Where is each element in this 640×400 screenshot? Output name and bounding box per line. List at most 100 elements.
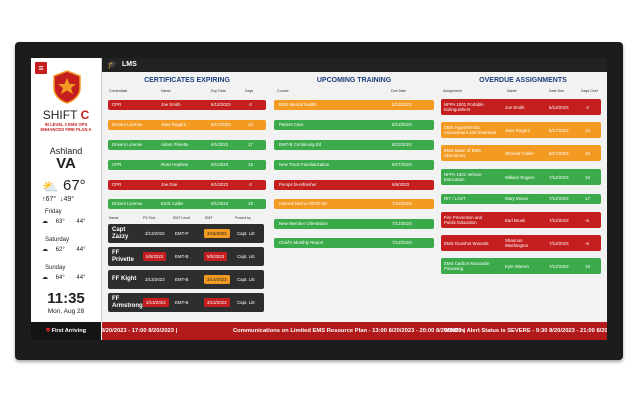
brand-name: First Arriving (51, 328, 86, 334)
training-panel: UPCOMING TRAINING Course Due Date EMS Me… (271, 72, 437, 322)
cell: Erick Caller (161, 201, 184, 206)
assignment-line2: Operations (444, 153, 466, 158)
table-row[interactable]: Drivers License Erick Caller 9/1/2023 19 (108, 199, 266, 209)
forecast-day: Saturday (45, 237, 70, 243)
col-header: Name (507, 89, 517, 93)
cell: 7/12/2023 (549, 240, 569, 246)
personnel-card[interactable]: Capt Zazzy 3/13/2023 EMT-P 3/15/2023 Cap… (108, 224, 264, 243)
cell: New Member Orientation (279, 221, 328, 226)
sidebar: ≡ SHIFT C IN LEVEL 2 EMS OPS ENHANCED FI… (31, 58, 102, 322)
col-header: Date Due (549, 89, 565, 93)
cell: RIT / LAST (444, 196, 466, 201)
ticker-item: 3 8/20/2023 - 17:00 8/20/2023 | (102, 328, 178, 334)
personnel-card[interactable]: FF Armstrong 3/13/2023 EMT-B 3/13/2023 C… (108, 293, 264, 312)
cell: Drivers License (112, 122, 143, 127)
ticker-item: Communications on Limited EMS Resource P… (233, 328, 465, 334)
assignment-line1: EMS Basic of EMS (444, 148, 482, 153)
emt-date-badge: 3/15/2023 (204, 229, 230, 238)
table-row[interactable]: CPR Joe Smith 5/12/2023 -2 (108, 100, 266, 110)
table-row[interactable]: Chief's Monthly Report 7/12/2023 (274, 238, 434, 248)
table-row[interactable]: NFPA 1001 Portable Extinguishers Joe Smit… (441, 99, 601, 115)
table-row[interactable]: EMS Basic of EMS Operations Shanda Collie… (441, 145, 601, 161)
cell: EMS Hypothermia Assessment and treatment (444, 125, 496, 135)
lms-dashboard-screen: ≡ SHIFT C IN LEVEL 2 EMS OPS ENHANCED FI… (31, 58, 607, 340)
current-temp: 67° (63, 177, 86, 194)
city-name: Ashland (49, 146, 83, 156)
certificates-panel: CERTIFICATES EXPIRING Credentials Name E… (105, 72, 269, 322)
ps-test-date: 3/13/2023 (145, 277, 165, 282)
table-row[interactable]: EMT-B Continuing Ed 6/22/2023 (274, 140, 434, 150)
col-header: Assignment (443, 89, 462, 93)
cell: 7/12/2023 (549, 217, 569, 223)
personnel-name-line2: Zazzy (112, 233, 129, 240)
cloud-rain-icon: ☁ (42, 247, 48, 253)
cell: William Rogers (505, 174, 535, 180)
high-low-temp: ↑67° ↓49° (42, 196, 74, 203)
table-row[interactable]: Drivers License Adam Privette 9/1/2023 1… (108, 140, 266, 150)
cell: 8/17/2023 (211, 122, 231, 127)
cell: 9/1/2023 (211, 162, 229, 167)
personnel-card[interactable]: FF Kight 3/13/2023 EMT-B 3/14/2023 Capt.… (108, 270, 264, 289)
cell: Joe Smith (161, 102, 181, 107)
emt-level: EMT-P (175, 231, 189, 236)
col-header: Credentials (109, 89, 128, 93)
table-row[interactable]: CPR Ross Hopkins 9/1/2023 19 (108, 160, 266, 170)
table-row[interactable]: New Truck Familiarization 6/27/2023 (274, 160, 434, 170)
cell: Jane Rogers (505, 127, 530, 133)
cell: -6 (585, 217, 589, 223)
table-row[interactable]: NFPA 1001 Vehicle Extrication William Rog… (441, 169, 601, 185)
shift-indicator: SHIFT C (31, 108, 101, 122)
cell: 12 (585, 127, 590, 133)
table-row[interactable]: EMS Carbon Monoxide Poisoning Kyle Warren… (441, 258, 601, 274)
state-name: VA (56, 155, 76, 172)
menu-icon[interactable]: ≡ (35, 62, 47, 74)
cell: NFPA 1001 Vehicle Extrication (444, 172, 482, 182)
table-row[interactable]: Drivers License Jane Rogers 8/17/2023 12 (108, 120, 266, 130)
personnel-name-line2: Armstrong (112, 302, 143, 309)
training-title: UPCOMING TRAINING (316, 77, 392, 84)
cell: Drivers License (112, 142, 143, 147)
table-row[interactable]: CPR Joe Doe 9/1/2023 -2 (108, 180, 266, 190)
cell: 7/12/2023 (549, 174, 569, 180)
personnel-name-line2: Privette (112, 256, 135, 263)
cell: 17 (585, 196, 590, 201)
table-row[interactable]: EMS Mental health 5/12/2023 (274, 100, 434, 110)
table-row[interactable]: EMS Hypothermia Assessment and treatment … (441, 122, 601, 138)
personnel-card[interactable]: FF Privette 5/5/2023 EMT-B 5/5/2023 Capt… (108, 247, 264, 266)
posted-by: Capt. Litt (237, 231, 255, 236)
ps-test-badge: 3/13/2023 (143, 298, 169, 307)
table-row[interactable]: Internal Memo #2020-02 7/12/2023 (274, 199, 434, 209)
emt-date-badge: 5/5/2023 (204, 252, 228, 261)
cell: Mary Moore (505, 196, 529, 201)
cell: Chief's Monthly Report (279, 240, 324, 245)
cell: Internal Memo #2020-02 (279, 201, 327, 206)
shift-status-line1: IN LEVEL 2 EMS OPS (44, 122, 88, 127)
emt-level: EMT-B (175, 277, 189, 282)
cell: New Truck Familiarization (279, 162, 330, 167)
cell: CPR (112, 102, 122, 107)
table-row[interactable]: New Member Orientation 7/12/2023 (274, 219, 434, 229)
table-row[interactable]: EMS Gunshot Wounds Shannon Washington 7/… (441, 235, 601, 251)
cell: -2 (248, 102, 252, 107)
col-header: Due Date (391, 89, 407, 93)
cloud-rain-icon: ☁ (42, 219, 48, 225)
forecast-day: Friday (45, 209, 62, 215)
table-row[interactable]: Fire Prevention and Public Education Earl… (441, 212, 601, 228)
col-header: EMT Level (173, 216, 191, 220)
cell: 19 (248, 162, 253, 167)
personnel-name: FF Armstrong (112, 296, 143, 309)
shift-status: IN LEVEL 2 EMS OPS ENHANCED FIRE PLAN A (31, 122, 101, 132)
cell: EMS Basic of EMS Operations (444, 148, 481, 158)
partly-cloudy-icon: ⛅ (42, 179, 59, 194)
cell: 8/17/2023 (549, 150, 569, 156)
personnel-name: FF Kight (112, 276, 136, 283)
cell: Pumps fa-refresher (279, 182, 317, 187)
cell: EMT-B Continuing Ed (279, 142, 322, 147)
table-row[interactable]: Patient Care 6/12/2023 (274, 120, 434, 130)
table-row[interactable]: RIT / LAST Mary Moore 7/12/2023 17 (441, 194, 601, 204)
brand-logo: ⛊ First Arriving (31, 322, 101, 340)
cloud-rain-icon: ☁ (42, 275, 48, 281)
emt-date-badge: 3/13/2023 (204, 298, 230, 307)
cell: Ross Hopkins (161, 162, 189, 167)
table-row[interactable]: Pumps fa-refresher 6/6/2023 (274, 180, 434, 190)
